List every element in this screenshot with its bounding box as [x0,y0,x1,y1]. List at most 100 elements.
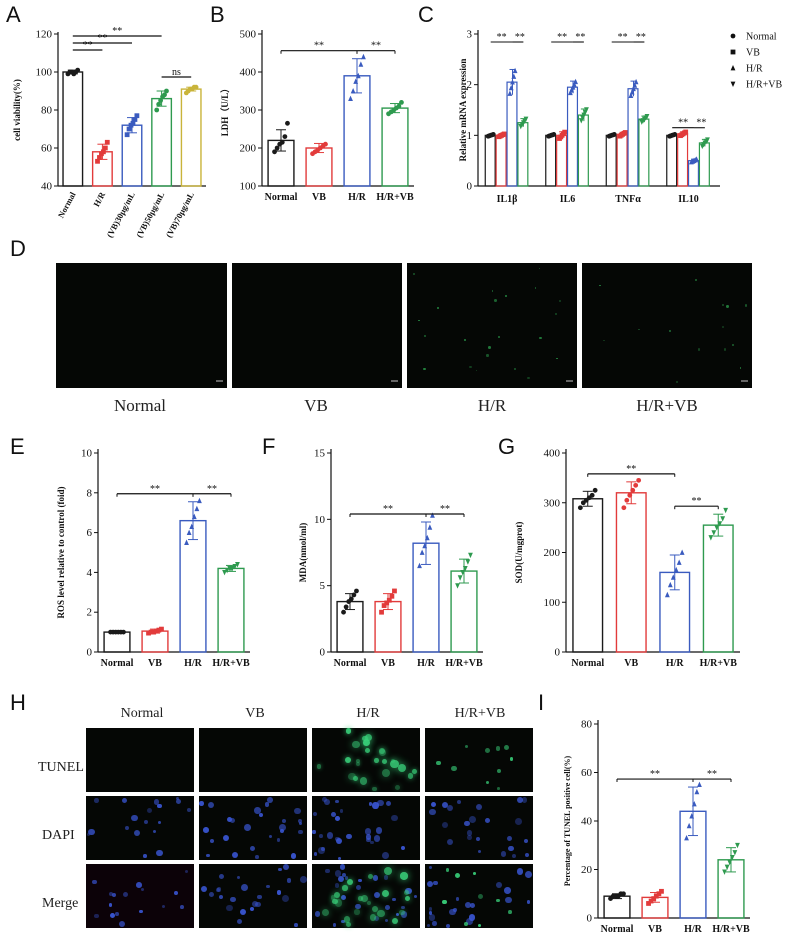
data-point [633,482,639,488]
data-point [729,854,735,861]
cell-dot [442,899,448,905]
data-point [584,107,589,113]
data-point [151,629,157,635]
data-point [285,120,290,126]
cell-dot [250,907,255,912]
significance-label: ** [497,32,507,43]
data-point [343,604,349,610]
cell-dot [385,905,390,910]
y-tick-label: 4 [87,567,93,579]
cell-dot [335,838,342,845]
chart-f: 0 5 10 15 MDA(nmol/ml) Normal VB H/R H/R+VB ** ** [298,448,483,670]
data-point [727,859,733,866]
y-tick-label: 2 [87,607,93,619]
data-point [282,134,288,140]
data-point [189,523,195,530]
cell-dot [385,800,391,806]
bar [677,133,689,187]
cell-dot [694,278,698,282]
tunel-image-merge-4 [425,864,533,928]
cell-dot [222,834,229,841]
cell-dot [372,905,379,913]
x-tick-label: Normal [334,658,367,669]
significance-label: ** [575,32,585,43]
significance-label: ** [557,32,567,43]
data-point [224,568,230,574]
data-point [146,630,151,636]
bar [627,88,639,187]
data-point [95,158,100,164]
cell-dot [382,759,388,765]
data-point [571,81,577,87]
cell-dot [493,299,497,303]
significance-label: ** [678,118,688,129]
data-point [697,781,702,788]
x-tick-label: H/R [684,924,703,935]
data-point [694,156,699,162]
y-tick-label: 6 [87,527,93,539]
cell-dot [94,798,99,803]
y-tick-label: 100 [240,181,257,193]
cell-dot [476,804,483,811]
cell-dot [255,855,259,859]
data-point [148,629,154,635]
data-point [667,581,673,588]
panel-label-b: B [210,2,225,27]
y-tick-label: 60 [581,767,593,779]
bar [616,133,628,187]
tunel-col-hrvb: H/R+VB [454,706,506,721]
ros-label-normal: Normal [114,396,166,415]
cell-dot [331,812,337,818]
cell-dot [290,853,297,859]
data-point [419,549,425,555]
cell-dot [364,828,372,835]
cell-dot [218,873,225,880]
cell-dot [373,835,381,842]
y-tick-label: 3 [467,29,473,41]
data-point [355,72,361,79]
cell-dot [558,299,561,302]
y-tick-label: 40 [41,181,53,193]
bar-5 [180,88,202,187]
cell-dot [345,921,352,928]
significance-label: ** [97,33,107,44]
ros-label-hr: H/R [477,396,507,415]
bar [687,160,700,187]
bar [577,114,589,187]
cell-dot [496,882,502,889]
data-point [720,516,726,522]
data-point [676,559,682,565]
chart-b: 100 200 300 400 500 LDH（U/L） Normal VB H/R H/R+VB… [220,29,414,204]
cell-dot [249,845,256,852]
bar-4 [217,567,245,653]
cell-dot [508,910,512,914]
cell-dot [318,847,325,854]
cell-dot [524,839,529,844]
data-point [523,116,529,123]
cell-dot [515,818,523,826]
data-point [392,588,397,594]
x-tick-label: H/R [348,192,367,203]
cell-dot [390,759,399,768]
data-point [427,524,433,530]
bar [605,134,617,187]
cell-dot [372,875,379,881]
cell-dot [340,894,347,901]
cell-dot [323,799,330,806]
cell-dot [428,914,436,922]
x-tick-label: Normal [56,190,78,220]
cell-dot [375,827,383,834]
data-point [162,92,167,98]
cell-dot [354,908,360,915]
tunel-image-dapi-1 [86,796,194,860]
ros-label-hrvb: H/R+VB [636,396,698,415]
data-point [684,834,689,841]
data-point [567,89,573,96]
data-point [724,864,730,871]
bar-1 [572,498,604,653]
cell-dot [180,904,185,909]
cell-dot [200,886,207,893]
data-point [386,597,392,603]
x-tick-label: IL10 [678,194,699,205]
cell-dot [475,836,480,842]
